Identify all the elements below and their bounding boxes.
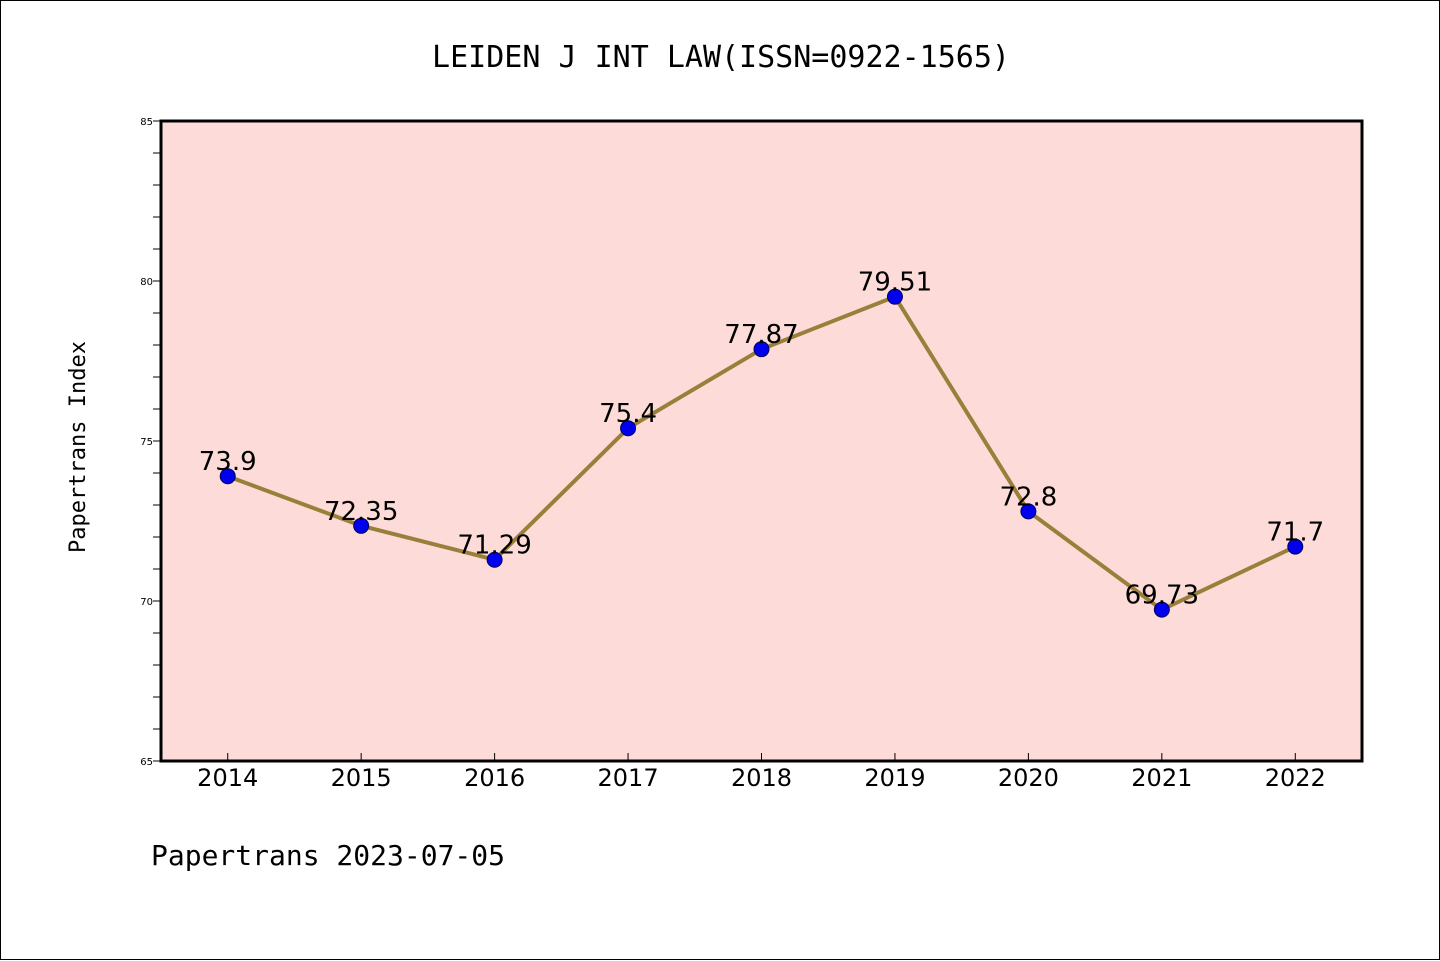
x-tick-labels: 2014 2015 2016 2017 2018 2019 2020 2021 2022	[197, 764, 1326, 792]
y-tick-label: 70	[140, 597, 153, 608]
footer-date: Papertrans 2023-07-05	[151, 839, 505, 872]
x-tick-label: 2018	[731, 764, 792, 792]
data-label: 79.51	[858, 268, 932, 298]
data-label: 71.29	[457, 531, 531, 561]
data-label: 75.4	[599, 399, 657, 429]
data-label: 77.87	[724, 320, 798, 350]
data-point-marker	[1020, 503, 1037, 520]
x-tick-label: 2022	[1265, 764, 1326, 792]
x-tick-label: 2020	[998, 764, 1059, 792]
data-point-marker	[1287, 538, 1304, 555]
x-tick-label: 2021	[1131, 764, 1192, 792]
x-tick-label: 2019	[864, 764, 925, 792]
data-point-marker	[486, 551, 503, 568]
data-point-marker	[620, 420, 637, 437]
data-point-marker	[1153, 601, 1170, 618]
x-tick-label: 2016	[464, 764, 525, 792]
series-layer	[219, 288, 1304, 618]
y-axis-label: Papertrans Index	[66, 341, 91, 553]
x-tick-label: 2017	[598, 764, 659, 792]
data-point-marker	[219, 468, 236, 485]
x-tick-label: 2015	[331, 764, 392, 792]
y-tick-labels: 65 70 75 80 85	[140, 117, 153, 768]
y-tick-label: 85	[140, 117, 153, 128]
y-tick-label: 75	[140, 437, 153, 448]
plot-area	[159, 119, 1364, 763]
data-point-marker	[753, 341, 770, 358]
data-label: 72.8	[999, 482, 1057, 512]
y-tick-label: 65	[140, 757, 153, 768]
x-tick-label: 2014	[197, 764, 258, 792]
data-point-marker	[886, 288, 903, 305]
chart-title: LEIDEN J INT LAW(ISSN=0922-1565)	[432, 40, 1010, 75]
y-minor-ticks	[153, 120, 161, 762]
x-ticks	[227, 753, 1296, 761]
data-label: 71.7	[1266, 518, 1324, 548]
data-point-marker	[353, 517, 370, 534]
data-labels: 73.9 72.35 71.29 75.4 77.87 79.51 72.8 69.73 71.…	[199, 268, 1324, 611]
data-label: 72.35	[324, 497, 398, 527]
data-label: 73.9	[199, 447, 257, 477]
data-label: 69.73	[1125, 581, 1199, 611]
y-tick-label: 80	[140, 277, 153, 288]
